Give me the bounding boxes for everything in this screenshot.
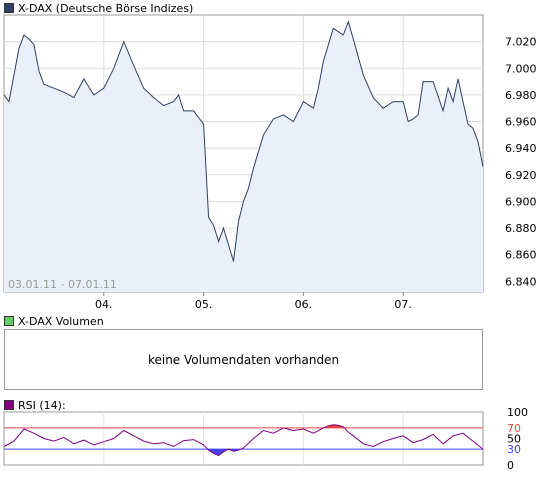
price-y-tick-label: 7.020: [505, 36, 537, 49]
price-x-tick-label: 07.: [394, 298, 412, 310]
rsi-legend-swatch: [4, 400, 14, 410]
volume-panel: [4, 329, 483, 390]
rsi-plot-frame: [3, 411, 484, 466]
rsi-overbought-fill: [323, 424, 345, 428]
rsi-legend-label: RSI (14):: [18, 398, 66, 412]
price-y-tick-label: 7.000: [505, 62, 537, 75]
price-y-tick-label: 6.900: [505, 195, 537, 208]
rsi-legend: RSI (14):: [4, 398, 66, 412]
price-chart: 6.840 6.860 6.880 6.900 6.920 6.940 6.960 6.980…: [3, 14, 537, 310]
rsi-y-tick-label: 100: [507, 406, 528, 419]
price-date-range: 03.01.11 - 07.01.11: [8, 278, 117, 291]
price-x-tick-label: 05.: [195, 298, 213, 310]
price-y-tick-label: 6.940: [505, 142, 537, 155]
price-y-tick-label: 6.840: [505, 275, 537, 288]
price-y-tick-label: 6.880: [505, 222, 537, 235]
price-y-tick-label: 6.920: [505, 169, 537, 182]
price-legend-swatch: [4, 3, 14, 13]
price-legend: X-DAX (Deutsche Börse Indizes): [4, 1, 194, 15]
price-area-fill: [4, 21, 483, 292]
rsi-y-tick-label: 30: [507, 443, 521, 456]
volume-legend-label: X-DAX Volumen: [18, 314, 104, 328]
price-y-tick-label: 6.960: [505, 116, 537, 129]
rsi-y-tick-label: 70: [507, 422, 521, 435]
volume-legend: X-DAX Volumen: [4, 314, 104, 328]
price-x-tick-label: 06.: [295, 298, 313, 310]
price-x-tick-label: 04.: [95, 298, 113, 310]
price-y-tick-label: 6.980: [505, 89, 537, 102]
rsi-y-tick-label: 0: [507, 459, 514, 472]
volume-legend-swatch: [4, 316, 14, 326]
price-y-tick-label: 6.860: [505, 249, 537, 262]
rsi-line: [3, 424, 484, 457]
volume-empty-message: keine Volumendaten vorhanden: [147, 352, 340, 367]
price-line: [3, 20, 484, 262]
rsi-y-tick-label: 50: [507, 433, 521, 446]
price-legend-label: X-DAX (Deutsche Börse Indizes): [18, 1, 194, 15]
